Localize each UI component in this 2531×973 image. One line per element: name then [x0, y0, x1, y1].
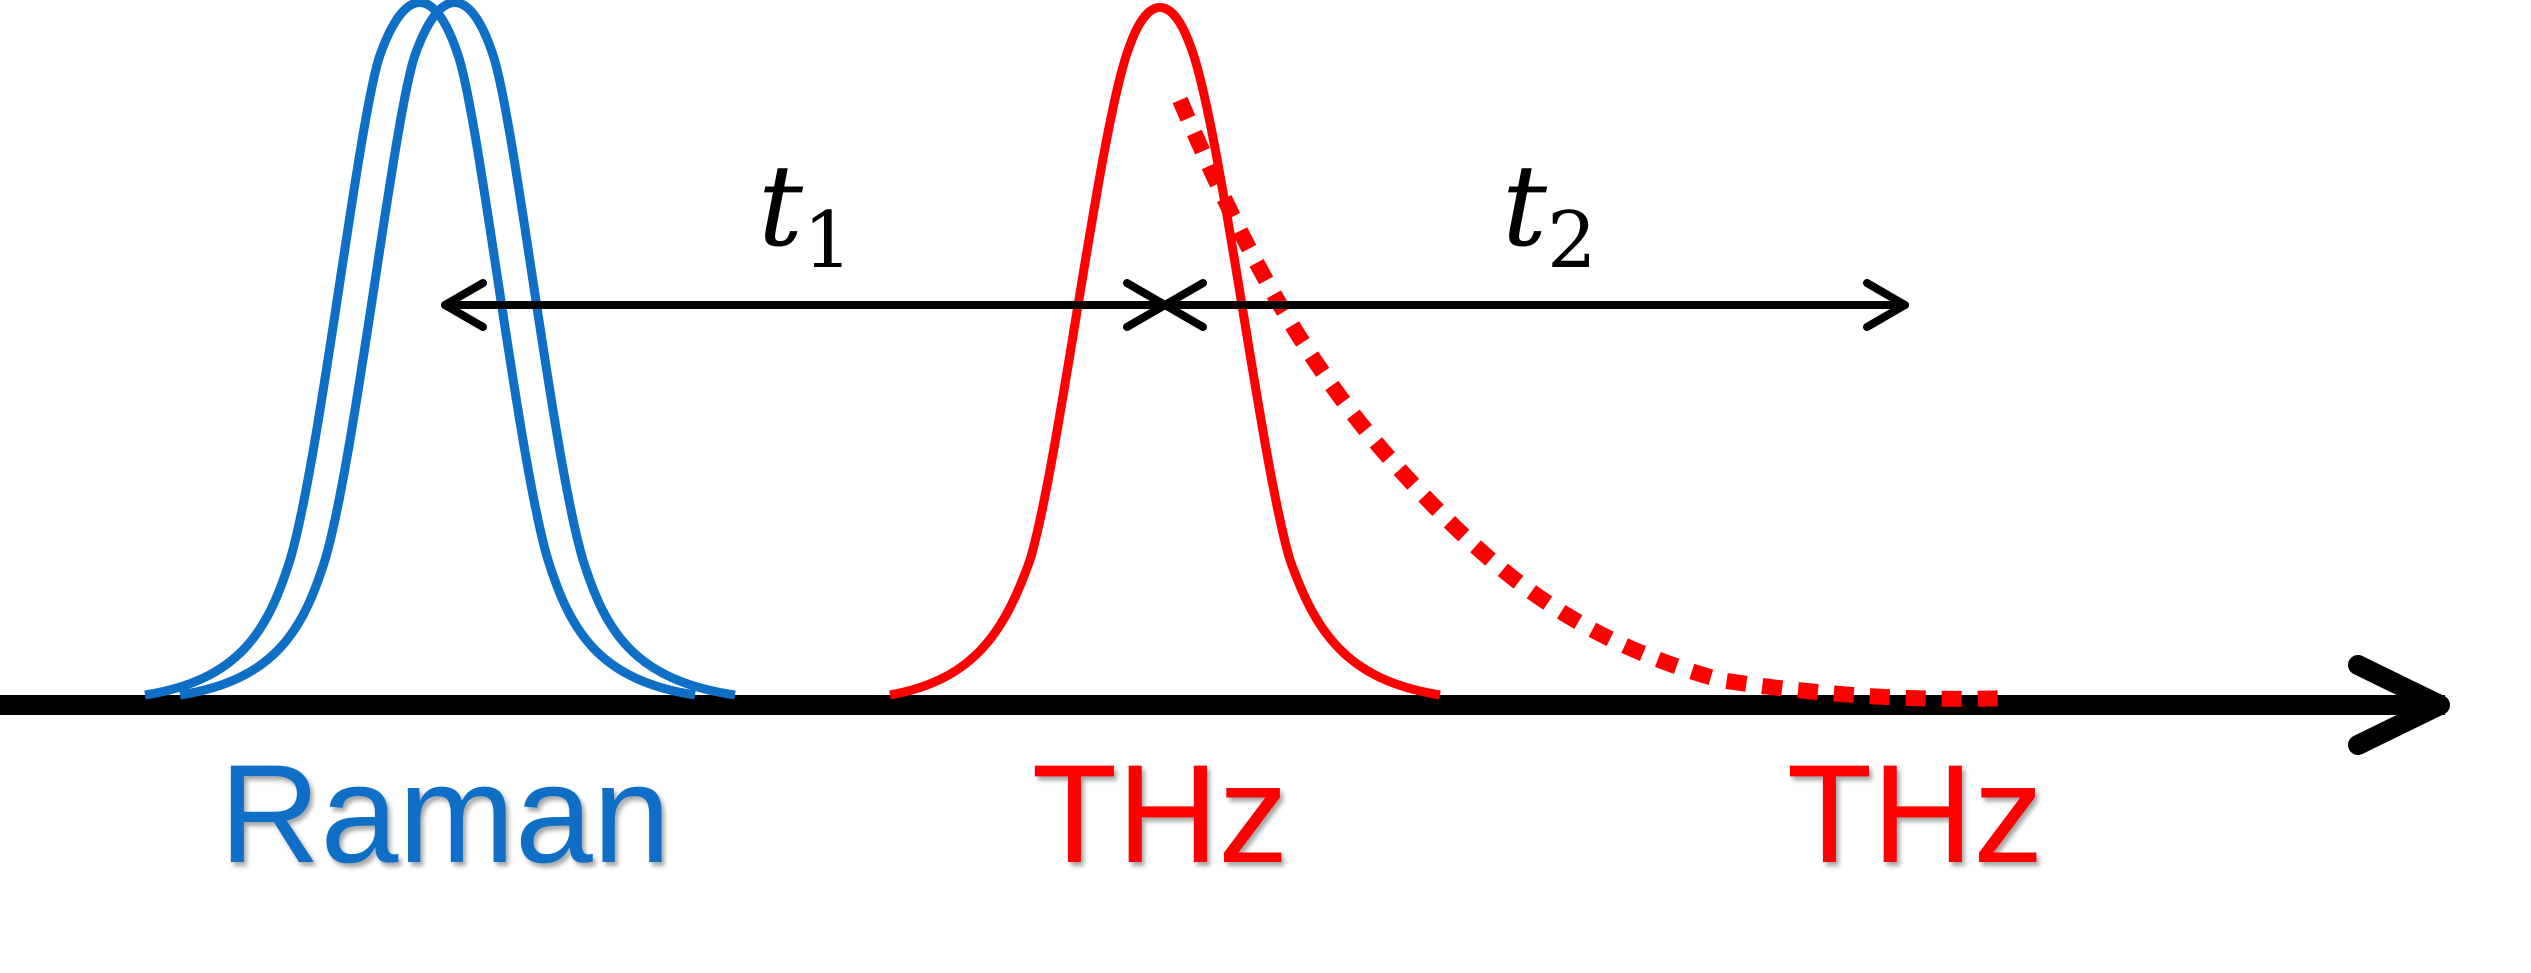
raman-label: Raman — [219, 735, 670, 892]
t2-subscript: 2 — [1547, 196, 1597, 286]
t2-arrowhead-left — [1161, 279, 1207, 331]
t1-arrowhead-left — [441, 279, 487, 331]
raman-pulse-1 — [144, 0, 696, 700]
time-axis — [0, 655, 2450, 755]
t1-subscript: 1 — [803, 196, 853, 286]
t2-symbol: t — [1502, 142, 1548, 272]
t2-arrowhead-right — [1863, 279, 1909, 331]
time-axis-arrowhead — [2348, 655, 2450, 755]
interval-arrows — [441, 279, 1909, 331]
raman-pulse-2 — [179, 0, 736, 700]
t1-label: t1 — [758, 142, 853, 286]
thz-pump-pulse — [889, 3, 1441, 700]
raman-pulses — [144, 0, 736, 700]
thz-decay-signal — [1172, 96, 2011, 707]
thz-probe-label: THz — [1787, 735, 2044, 892]
t2-label: t2 — [1502, 142, 1597, 286]
t1-symbol: t — [758, 142, 804, 272]
thz-pump-label: THz — [1032, 735, 1289, 892]
